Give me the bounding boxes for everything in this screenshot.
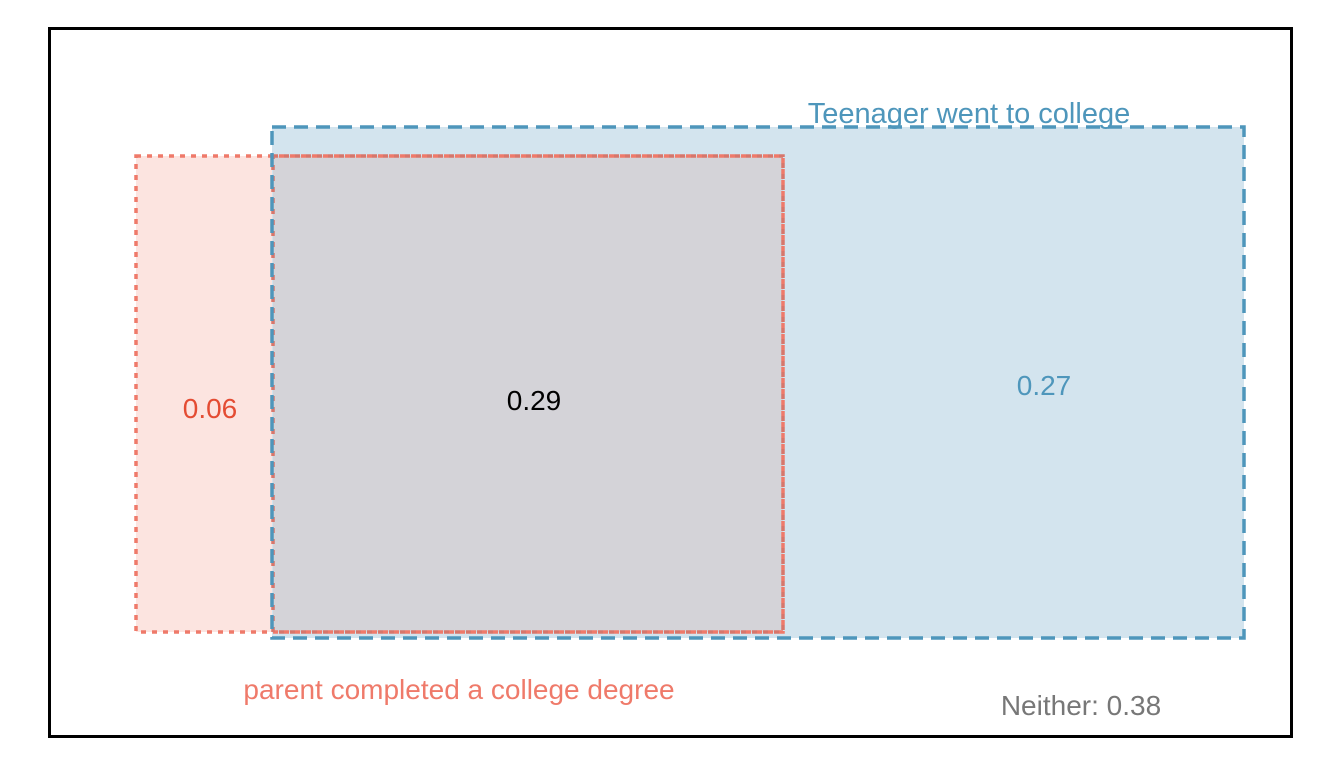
teen-set-border — [270, 125, 1246, 640]
diagram-frame — [48, 27, 1293, 738]
overlap-value: 0.29 — [507, 385, 562, 416]
parent-set-label: parent completed a college degree — [243, 674, 674, 705]
teen-only-value: 0.27 — [1017, 370, 1072, 401]
overlap-border — [271, 154, 785, 634]
parent-only-region — [136, 156, 272, 632]
neither-label: Neither: 0.38 — [1001, 690, 1161, 721]
overlap-region — [273, 156, 783, 632]
teen-set-label: Teenager went to college — [808, 98, 1130, 130]
parent-only-value: 0.06 — [183, 393, 238, 424]
